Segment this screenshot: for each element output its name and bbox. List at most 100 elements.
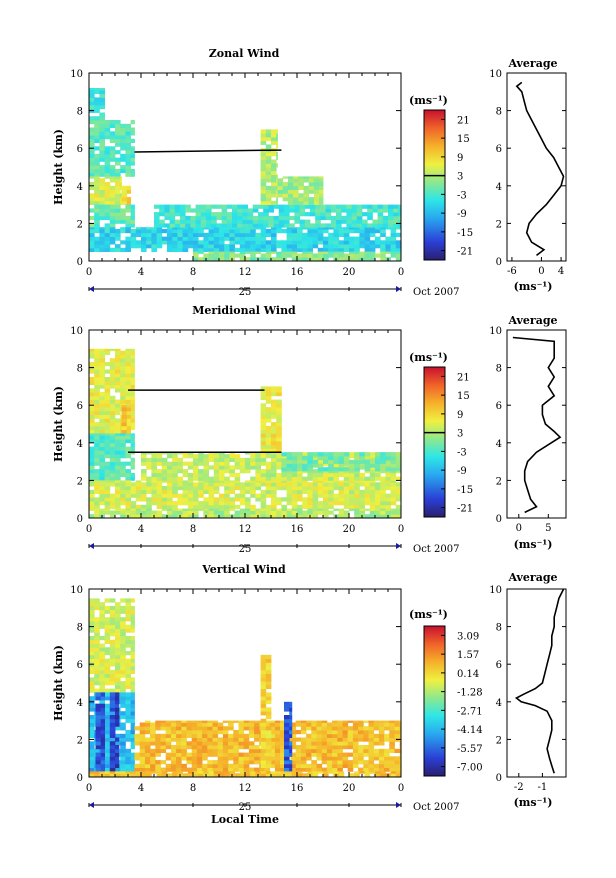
heatmap-cell bbox=[245, 236, 251, 241]
average-y-tick-label: 4 bbox=[496, 439, 502, 450]
heatmap-cell bbox=[99, 348, 105, 352]
heatmap-cell bbox=[317, 493, 324, 498]
heatmap-cell bbox=[159, 219, 165, 224]
heatmap-cell bbox=[139, 748, 146, 753]
heatmap-cell bbox=[260, 726, 267, 731]
heatmap-cell bbox=[265, 730, 272, 735]
heatmap-cell bbox=[94, 636, 100, 641]
heatmap-cell bbox=[297, 493, 303, 498]
heatmap-cell bbox=[354, 489, 360, 494]
heatmap-cell bbox=[239, 489, 246, 494]
heatmap-cell bbox=[276, 392, 282, 397]
heatmap-cell bbox=[224, 227, 230, 230]
heatmap-cell bbox=[120, 763, 126, 768]
heatmap-cell bbox=[130, 380, 135, 385]
heatmap-cell bbox=[294, 212, 300, 217]
heatmap-cell bbox=[388, 208, 394, 213]
heatmap-cell bbox=[125, 384, 131, 389]
x-tick-label: 4 bbox=[138, 524, 144, 535]
heatmap-cell bbox=[186, 745, 193, 750]
heatmap-cell bbox=[349, 504, 355, 509]
heatmap-cell bbox=[312, 244, 319, 249]
heatmap-cell bbox=[155, 741, 161, 746]
heatmap-cell bbox=[94, 461, 100, 466]
heatmap-cell bbox=[109, 123, 116, 128]
heatmap-cell bbox=[302, 486, 308, 491]
heatmap-cell bbox=[203, 457, 209, 462]
heatmap-cell bbox=[94, 131, 100, 136]
heatmap-cell bbox=[250, 232, 256, 237]
heatmap-cell bbox=[289, 745, 293, 750]
heatmap-cell bbox=[115, 605, 121, 611]
heatmap-cell bbox=[155, 748, 161, 753]
heatmap-cell bbox=[333, 229, 339, 234]
heatmap-cell bbox=[213, 508, 220, 511]
heatmap-cell bbox=[172, 244, 178, 249]
heatmap-cell bbox=[380, 497, 386, 502]
heatmap-cell bbox=[265, 771, 272, 774]
heatmap-cell bbox=[369, 771, 376, 774]
heatmap-cell bbox=[265, 144, 272, 149]
heatmap-cell bbox=[258, 215, 264, 221]
heatmap-cell bbox=[99, 673, 105, 678]
heatmap-cell bbox=[95, 730, 102, 735]
heatmap-cell bbox=[326, 752, 333, 757]
heatmap-cell bbox=[245, 514, 251, 519]
heatmap-cell bbox=[239, 510, 246, 515]
heatmap-cell bbox=[347, 720, 354, 723]
heatmap-cell bbox=[390, 463, 397, 468]
heatmap-cell bbox=[208, 227, 215, 230]
heatmap-cell bbox=[193, 510, 199, 515]
heatmap-cell bbox=[375, 229, 381, 234]
heatmap-cell bbox=[250, 773, 256, 778]
heatmap-cell bbox=[302, 251, 308, 254]
heatmap-cell bbox=[109, 150, 116, 155]
average-y-tick-label: 8 bbox=[496, 623, 502, 634]
heatmap-cell bbox=[109, 236, 116, 241]
heatmap-cell bbox=[115, 120, 121, 125]
heatmap-cell bbox=[115, 756, 120, 761]
heatmap-cell bbox=[100, 733, 105, 738]
heatmap-cell bbox=[280, 741, 286, 746]
heatmap-cell bbox=[172, 504, 178, 509]
heatmap-cell bbox=[378, 737, 385, 742]
heatmap-cell bbox=[115, 446, 121, 451]
heatmap-cell bbox=[351, 223, 358, 228]
heatmap-cell bbox=[99, 688, 105, 693]
heatmap-cell bbox=[212, 767, 219, 772]
heatmap-cell bbox=[271, 493, 277, 498]
heatmap-cell bbox=[349, 253, 355, 258]
heatmap-cell bbox=[328, 240, 334, 245]
heatmap-cell bbox=[156, 227, 163, 230]
heatmap-cell bbox=[302, 253, 308, 258]
heatmap-cell bbox=[284, 730, 290, 735]
heatmap-cell bbox=[202, 756, 208, 761]
heatmap-cell bbox=[109, 435, 116, 440]
heatmap-cell bbox=[368, 767, 375, 772]
heatmap-cell bbox=[333, 244, 339, 249]
average-y-tick-label: 2 bbox=[496, 219, 502, 230]
heatmap-cell bbox=[130, 153, 135, 158]
heatmap-cell bbox=[265, 433, 272, 438]
heatmap-cell bbox=[359, 771, 365, 774]
heatmap-cell bbox=[333, 497, 339, 502]
heatmap-cell bbox=[104, 204, 111, 209]
heatmap-cell bbox=[337, 720, 343, 723]
heatmap-cell bbox=[302, 476, 308, 481]
heatmap-cell bbox=[378, 720, 385, 723]
heatmap-cell bbox=[265, 493, 272, 498]
heatmap-cell bbox=[146, 465, 152, 470]
heatmap-cell bbox=[187, 480, 194, 483]
heatmap-cell bbox=[377, 223, 384, 228]
heatmap-cell bbox=[212, 752, 219, 757]
y-axis-label: Height (km) bbox=[52, 129, 65, 205]
heatmap-cell bbox=[274, 763, 281, 768]
heatmap-cell bbox=[245, 227, 251, 230]
heatmap-cell bbox=[89, 131, 95, 136]
heatmap-cell bbox=[89, 609, 95, 614]
heatmap-cell bbox=[260, 711, 267, 716]
heatmap-cell bbox=[286, 463, 293, 468]
heatmap-cell bbox=[193, 486, 199, 491]
